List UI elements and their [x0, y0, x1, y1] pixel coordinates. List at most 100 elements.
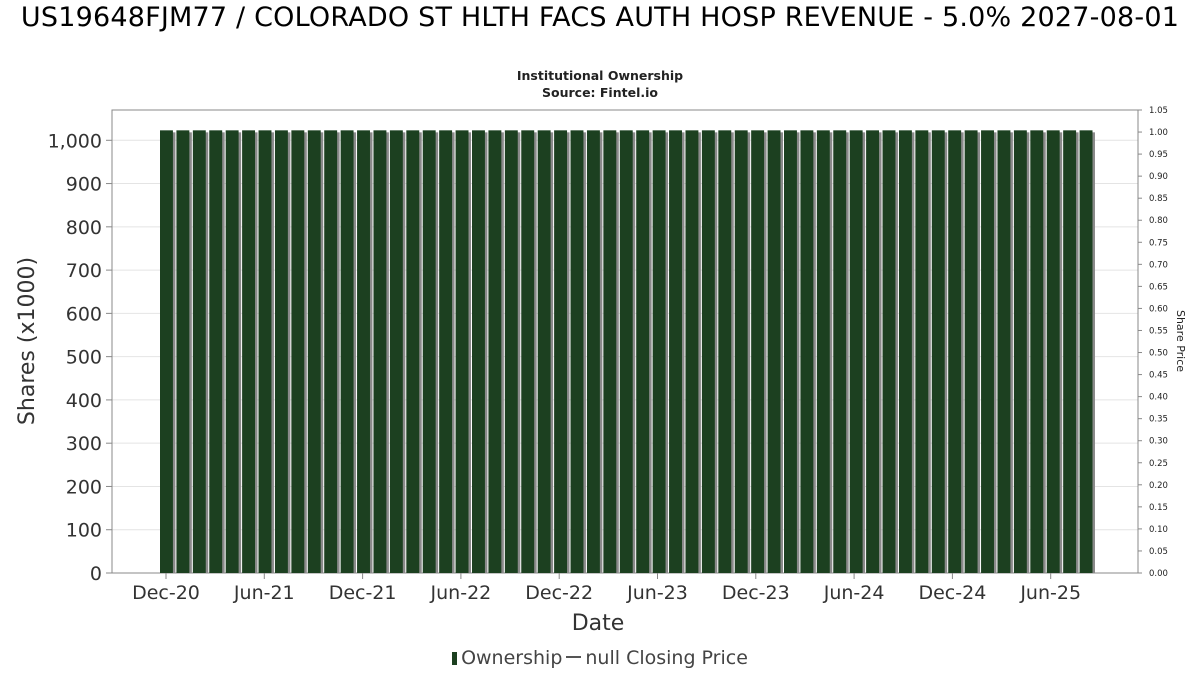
ownership-bar: [816, 130, 830, 573]
x-tick-label: Jun-22: [430, 582, 492, 604]
ownership-legend-swatch: [452, 652, 458, 665]
chart-source: Source: Fintel.io: [542, 85, 658, 100]
x-tick-label: Dec-22: [525, 582, 593, 604]
y2-tick-label: 0.70: [1149, 260, 1168, 270]
ownership-bar: [291, 130, 305, 573]
ownership-bar: [160, 130, 173, 573]
x-tick-label: Dec-24: [918, 582, 986, 604]
y2-axis-label: Share Price: [1174, 310, 1187, 372]
x-tick-label: Jun-21: [233, 582, 295, 604]
ownership-bar: [751, 130, 765, 573]
ownership-bar: [603, 130, 617, 573]
ownership-bar: [554, 130, 568, 573]
y-tick-label: 600: [66, 303, 102, 325]
y2-tick-label: 0.20: [1149, 481, 1168, 491]
y2-tick-label: 1.00: [1149, 128, 1168, 138]
y2-tick-label: 0.85: [1149, 194, 1168, 204]
ownership-bar: [324, 130, 338, 573]
ownership-bar: [274, 130, 288, 573]
y2-tick-label: 0.45: [1149, 371, 1168, 381]
ownership-bar: [1063, 130, 1077, 573]
ownership-bar: [192, 130, 206, 573]
y-axis-ticks: 0 100 200 300 400 500 600 700 800 900 1,000: [48, 130, 112, 585]
ownership-bar: [964, 130, 978, 573]
price-legend-label: null Closing Price: [585, 647, 748, 669]
ownership-bar: [455, 130, 469, 573]
ownership-bar: [1046, 130, 1060, 573]
ownership-bar: [849, 130, 863, 573]
ownership-bar: [669, 130, 682, 573]
ownership-bar: [636, 130, 650, 573]
y2-tick-label: 0.05: [1149, 547, 1168, 557]
ownership-bar: [340, 130, 354, 573]
y2-tick-label: 0.90: [1149, 172, 1168, 182]
ownership-bar: [357, 130, 370, 573]
ownership-bar: [619, 130, 633, 573]
chart-subtitle: Institutional Ownership: [516, 68, 684, 83]
y-tick-label: 700: [66, 260, 102, 282]
ownership-bar: [652, 130, 666, 573]
ownership-bar: [800, 130, 814, 573]
x-tick-label: Dec-23: [722, 582, 790, 604]
y2-tick-label: 0.35: [1149, 415, 1168, 425]
ownership-bar: [685, 130, 699, 573]
y2-tick-label: 0.95: [1149, 150, 1168, 160]
x-tick-label: Jun-24: [823, 582, 885, 604]
legend: Ownership null Closing Price: [0, 647, 1200, 669]
ownership-bar: [504, 130, 518, 573]
ownership-bar: [307, 130, 321, 573]
y-tick-label: 100: [66, 520, 102, 542]
ownership-bar: [1079, 130, 1093, 573]
ownership-bar: [521, 130, 535, 573]
y-tick-label: 900: [66, 174, 102, 196]
price-legend-line: [566, 656, 582, 658]
y2-tick-label: 0.10: [1149, 525, 1168, 535]
ownership-bar: [176, 130, 190, 573]
y-tick-label: 300: [66, 433, 102, 455]
y-tick-label: 200: [66, 476, 102, 498]
x-tick-label: Jun-25: [1019, 582, 1081, 604]
y2-tick-label: 1.05: [1149, 106, 1168, 116]
y2-tick-label: 0.15: [1149, 503, 1168, 513]
y-tick-label: 0: [90, 563, 102, 585]
ownership-bar: [784, 130, 797, 573]
ownership-bar: [1030, 130, 1044, 573]
ownership-bar: [997, 130, 1011, 573]
ownership-bar: [767, 130, 781, 573]
x-axis-label: Date: [572, 611, 625, 636]
chart-title: US19648FJM77 / COLORADO ST HLTH FACS AUT…: [20, 2, 1180, 33]
ownership-bar: [586, 130, 600, 573]
ownership-bar: [209, 130, 223, 573]
y2-tick-label: 0.40: [1149, 393, 1168, 403]
x-tick-label: Dec-21: [329, 582, 397, 604]
y2-tick-label: 0.65: [1149, 282, 1168, 292]
ownership-bar: [258, 130, 272, 573]
ownership-bar: [570, 130, 584, 573]
ownership-bar: [898, 130, 912, 573]
ownership-bar: [915, 130, 929, 573]
y-tick-label: 800: [66, 217, 102, 239]
ownership-bar: [1013, 130, 1027, 573]
ownership-bar: [718, 130, 732, 573]
y2-tick-label: 0.80: [1149, 216, 1168, 226]
ownership-bar: [225, 130, 239, 573]
y2-tick-label: 0.55: [1149, 326, 1168, 336]
x-axis-ticks: Dec-20 Jun-21 Dec-21 Jun-22 Dec-22 Jun-23 Dec-…: [132, 573, 1081, 604]
y2-tick-label: 0.25: [1149, 459, 1168, 469]
y-tick-label: 1,000: [48, 130, 102, 152]
y2-tick-label: 0.50: [1149, 349, 1168, 359]
ownership-bar: [373, 130, 387, 573]
ownership-bar: [931, 130, 945, 573]
ownership-bar: [882, 130, 896, 573]
ownership-bar: [537, 130, 551, 573]
y2-tick-label: 0.60: [1149, 304, 1168, 314]
ownership-bar: [981, 130, 994, 573]
ownership-bar: [422, 130, 436, 573]
y2-tick-label: 0.30: [1149, 437, 1168, 447]
y2-tick-label: 0.00: [1149, 569, 1168, 579]
ownership-bar: [488, 130, 502, 573]
ownership-bar: [734, 130, 748, 573]
y2-axis-ticks: 0.00 0.05 0.10 0.15 0.20 0.25 0.30 0.35 0.40 0.45…: [1138, 106, 1168, 579]
y-axis-label: Shares (x1000): [15, 257, 40, 425]
